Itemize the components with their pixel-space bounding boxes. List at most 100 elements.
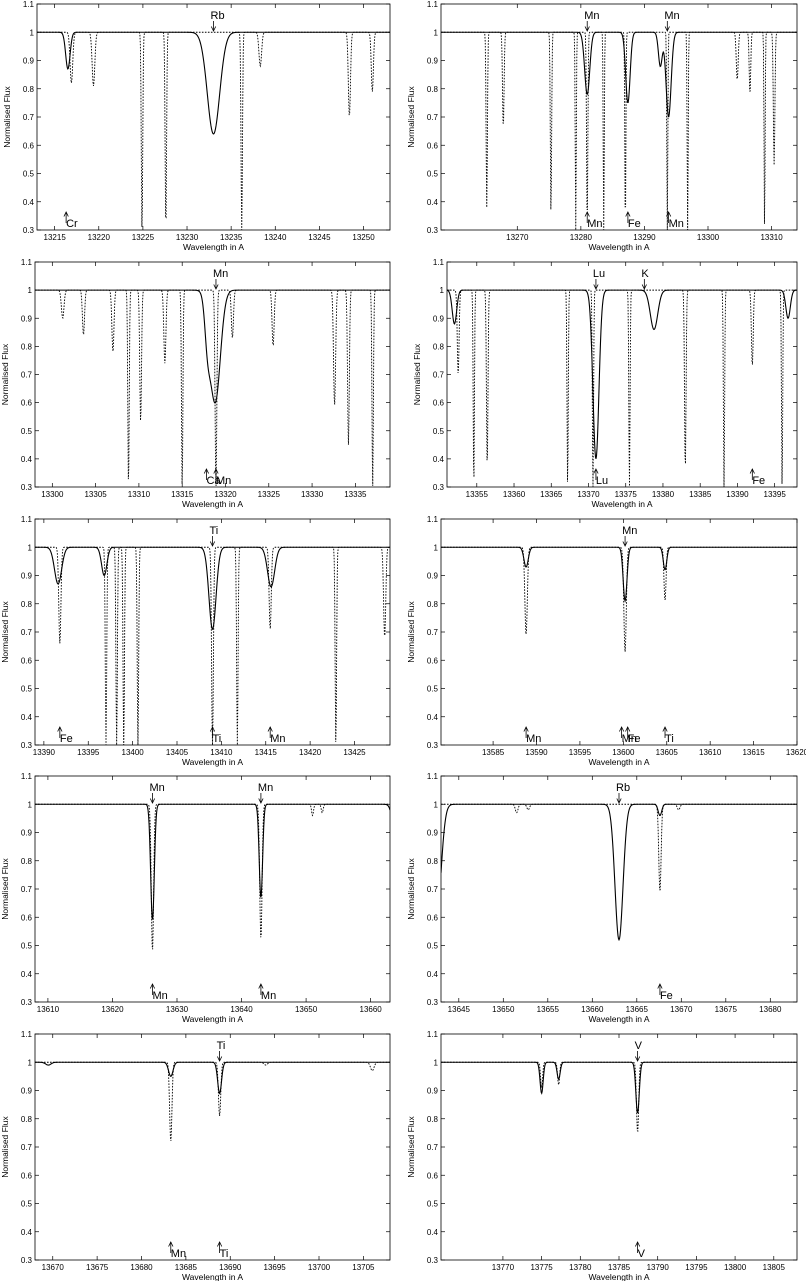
- y-tick-label: 0.7: [427, 1143, 439, 1152]
- x-tick-label: 13370: [577, 490, 600, 499]
- y-tick-label: 0.3: [427, 998, 439, 1007]
- x-tick-label: 13325: [258, 490, 281, 499]
- y-axis-label: Normalised Flux: [406, 858, 416, 920]
- x-tick-label: 13415: [255, 748, 278, 757]
- arrowhead-up-icon: [209, 726, 216, 732]
- x-tick-label: 13355: [466, 490, 489, 499]
- y-tick-label: 0.8: [23, 85, 35, 94]
- y-tick-label: 0.9: [21, 314, 33, 323]
- x-tick-label: 13335: [344, 490, 367, 499]
- y-tick-label: 1.1: [427, 0, 439, 9]
- x-tick-label: 13660: [581, 1005, 604, 1014]
- y-tick-label: 0.5: [21, 685, 33, 694]
- y-tick-label: 0.4: [427, 713, 439, 722]
- element-label-top: Mn: [213, 268, 228, 280]
- x-axis-label: Wavelength in A: [588, 242, 649, 252]
- y-tick-label: 0.5: [427, 170, 439, 179]
- arrowhead-up-icon: [203, 468, 209, 474]
- x-tick-label: 13600: [612, 748, 635, 757]
- element-label-bottom: Mn: [270, 733, 285, 745]
- element-label-bottom: Mn: [587, 218, 602, 230]
- x-axis-label: Wavelength in A: [588, 757, 649, 767]
- element-label-top: Mn: [664, 10, 679, 22]
- y-tick-label: 0.5: [433, 427, 445, 436]
- element-label-bottom: Mn: [171, 1248, 186, 1260]
- element-label-top: Mn: [622, 525, 637, 537]
- y-axis-label: Normalised Flux: [0, 858, 10, 920]
- synthetic-spectrum-line: [35, 1061, 390, 1141]
- y-tick-label: 1: [434, 28, 439, 37]
- x-axis-label: Wavelength in A: [182, 757, 243, 767]
- arrowhead-up-icon: [267, 726, 273, 732]
- y-tick-label: 0.7: [21, 1143, 33, 1152]
- x-tick-label: 13660: [360, 1005, 383, 1014]
- y-tick-label: 0.3: [427, 741, 439, 750]
- y-tick-label: 0.6: [23, 141, 35, 150]
- y-tick-label: 0.7: [23, 113, 35, 122]
- y-tick-label: 0.3: [21, 1256, 33, 1265]
- y-tick-label: 0.5: [23, 170, 35, 179]
- y-tick-label: 1: [28, 543, 33, 552]
- y-tick-label: 0.5: [427, 942, 439, 951]
- x-tick-label: 13620: [101, 1005, 124, 1014]
- x-tick-label: 13215: [44, 233, 67, 242]
- y-tick-label: 1: [434, 543, 439, 552]
- x-tick-label: 13390: [726, 490, 749, 499]
- y-axis-label: Normalised Flux: [0, 1116, 10, 1178]
- plot-frame: [34, 518, 391, 746]
- element-label-bottom: Mn: [152, 990, 167, 1002]
- observed-spectrum-line: [35, 289, 390, 404]
- x-tick-label: 13630: [166, 1005, 189, 1014]
- y-axis-label: Normalised Flux: [406, 1116, 416, 1178]
- x-tick-label: 13420: [299, 748, 322, 757]
- arrowhead-down-icon: [258, 798, 264, 804]
- x-axis-label: Wavelength in A: [588, 1272, 649, 1281]
- x-tick-label: 13250: [352, 233, 375, 242]
- y-tick-label: 0.4: [21, 713, 33, 722]
- y-tick-label: 0.8: [21, 600, 33, 609]
- x-tick-label: 13300: [697, 233, 720, 242]
- element-label-bottom: Cr: [66, 218, 78, 230]
- element-label-bottom: Lu: [596, 475, 608, 487]
- y-tick-label: 0.6: [427, 913, 439, 922]
- observed-spectrum-line: [35, 803, 390, 920]
- element-label-bottom: Fe: [628, 733, 641, 745]
- y-tick-label: 0.9: [427, 1087, 439, 1096]
- arrowhead-up-icon: [593, 468, 599, 474]
- arrowhead-up-icon: [584, 211, 590, 217]
- spectrum-panel: 0.3 0.4 0.5 0.6 0.7 0.8 0.9 1 1.1 13645 13650 13655…: [406, 772, 798, 1024]
- y-tick-label: 0.3: [427, 226, 439, 235]
- x-tick-label: 13330: [301, 490, 324, 499]
- y-tick-label: 1: [434, 800, 439, 809]
- element-label-top: Ti: [217, 1040, 226, 1052]
- y-tick-label: 0.3: [427, 1256, 439, 1265]
- spectrum-panel: 0.3 0.4 0.5 0.6 0.7 0.8 0.9 1 1.1 13215 13220 13225…: [2, 0, 391, 252]
- y-tick-label: 0.3: [23, 226, 35, 235]
- x-tick-label: 13610: [699, 748, 722, 757]
- synthetic-spectrum-line: [441, 546, 797, 652]
- arrowhead-up-icon: [168, 1241, 174, 1247]
- arrowhead-up-icon: [619, 726, 625, 732]
- arrowhead-up-icon: [625, 211, 631, 217]
- x-tick-label: 13405: [166, 748, 189, 757]
- arrowhead-down-icon: [584, 26, 590, 32]
- x-tick-label: 13615: [742, 748, 765, 757]
- arrowhead-up-icon: [662, 726, 668, 732]
- y-tick-label: 0.7: [427, 113, 439, 122]
- y-tick-label: 0.5: [21, 427, 33, 436]
- element-label-bottom: Ti: [665, 733, 674, 745]
- y-tick-label: 0.4: [427, 198, 439, 207]
- spectrum-panel: 0.3 0.4 0.5 0.6 0.7 0.8 0.9 1 1.1 13670 13675 13680…: [0, 1030, 391, 1281]
- y-tick-label: 0.4: [427, 1228, 439, 1237]
- x-tick-label: 13795: [685, 1263, 708, 1272]
- arrowhead-down-icon: [149, 798, 156, 804]
- synthetic-spectrum-line: [447, 289, 797, 487]
- y-tick-label: 1.1: [427, 772, 439, 781]
- y-tick-label: 0.8: [433, 342, 445, 351]
- x-axis-label: Wavelength in A: [183, 242, 244, 252]
- y-tick-label: 0.5: [427, 1200, 439, 1209]
- y-tick-label: 1: [434, 1058, 439, 1067]
- arrowhead-up-icon: [625, 726, 631, 732]
- plot-frame: [34, 261, 391, 488]
